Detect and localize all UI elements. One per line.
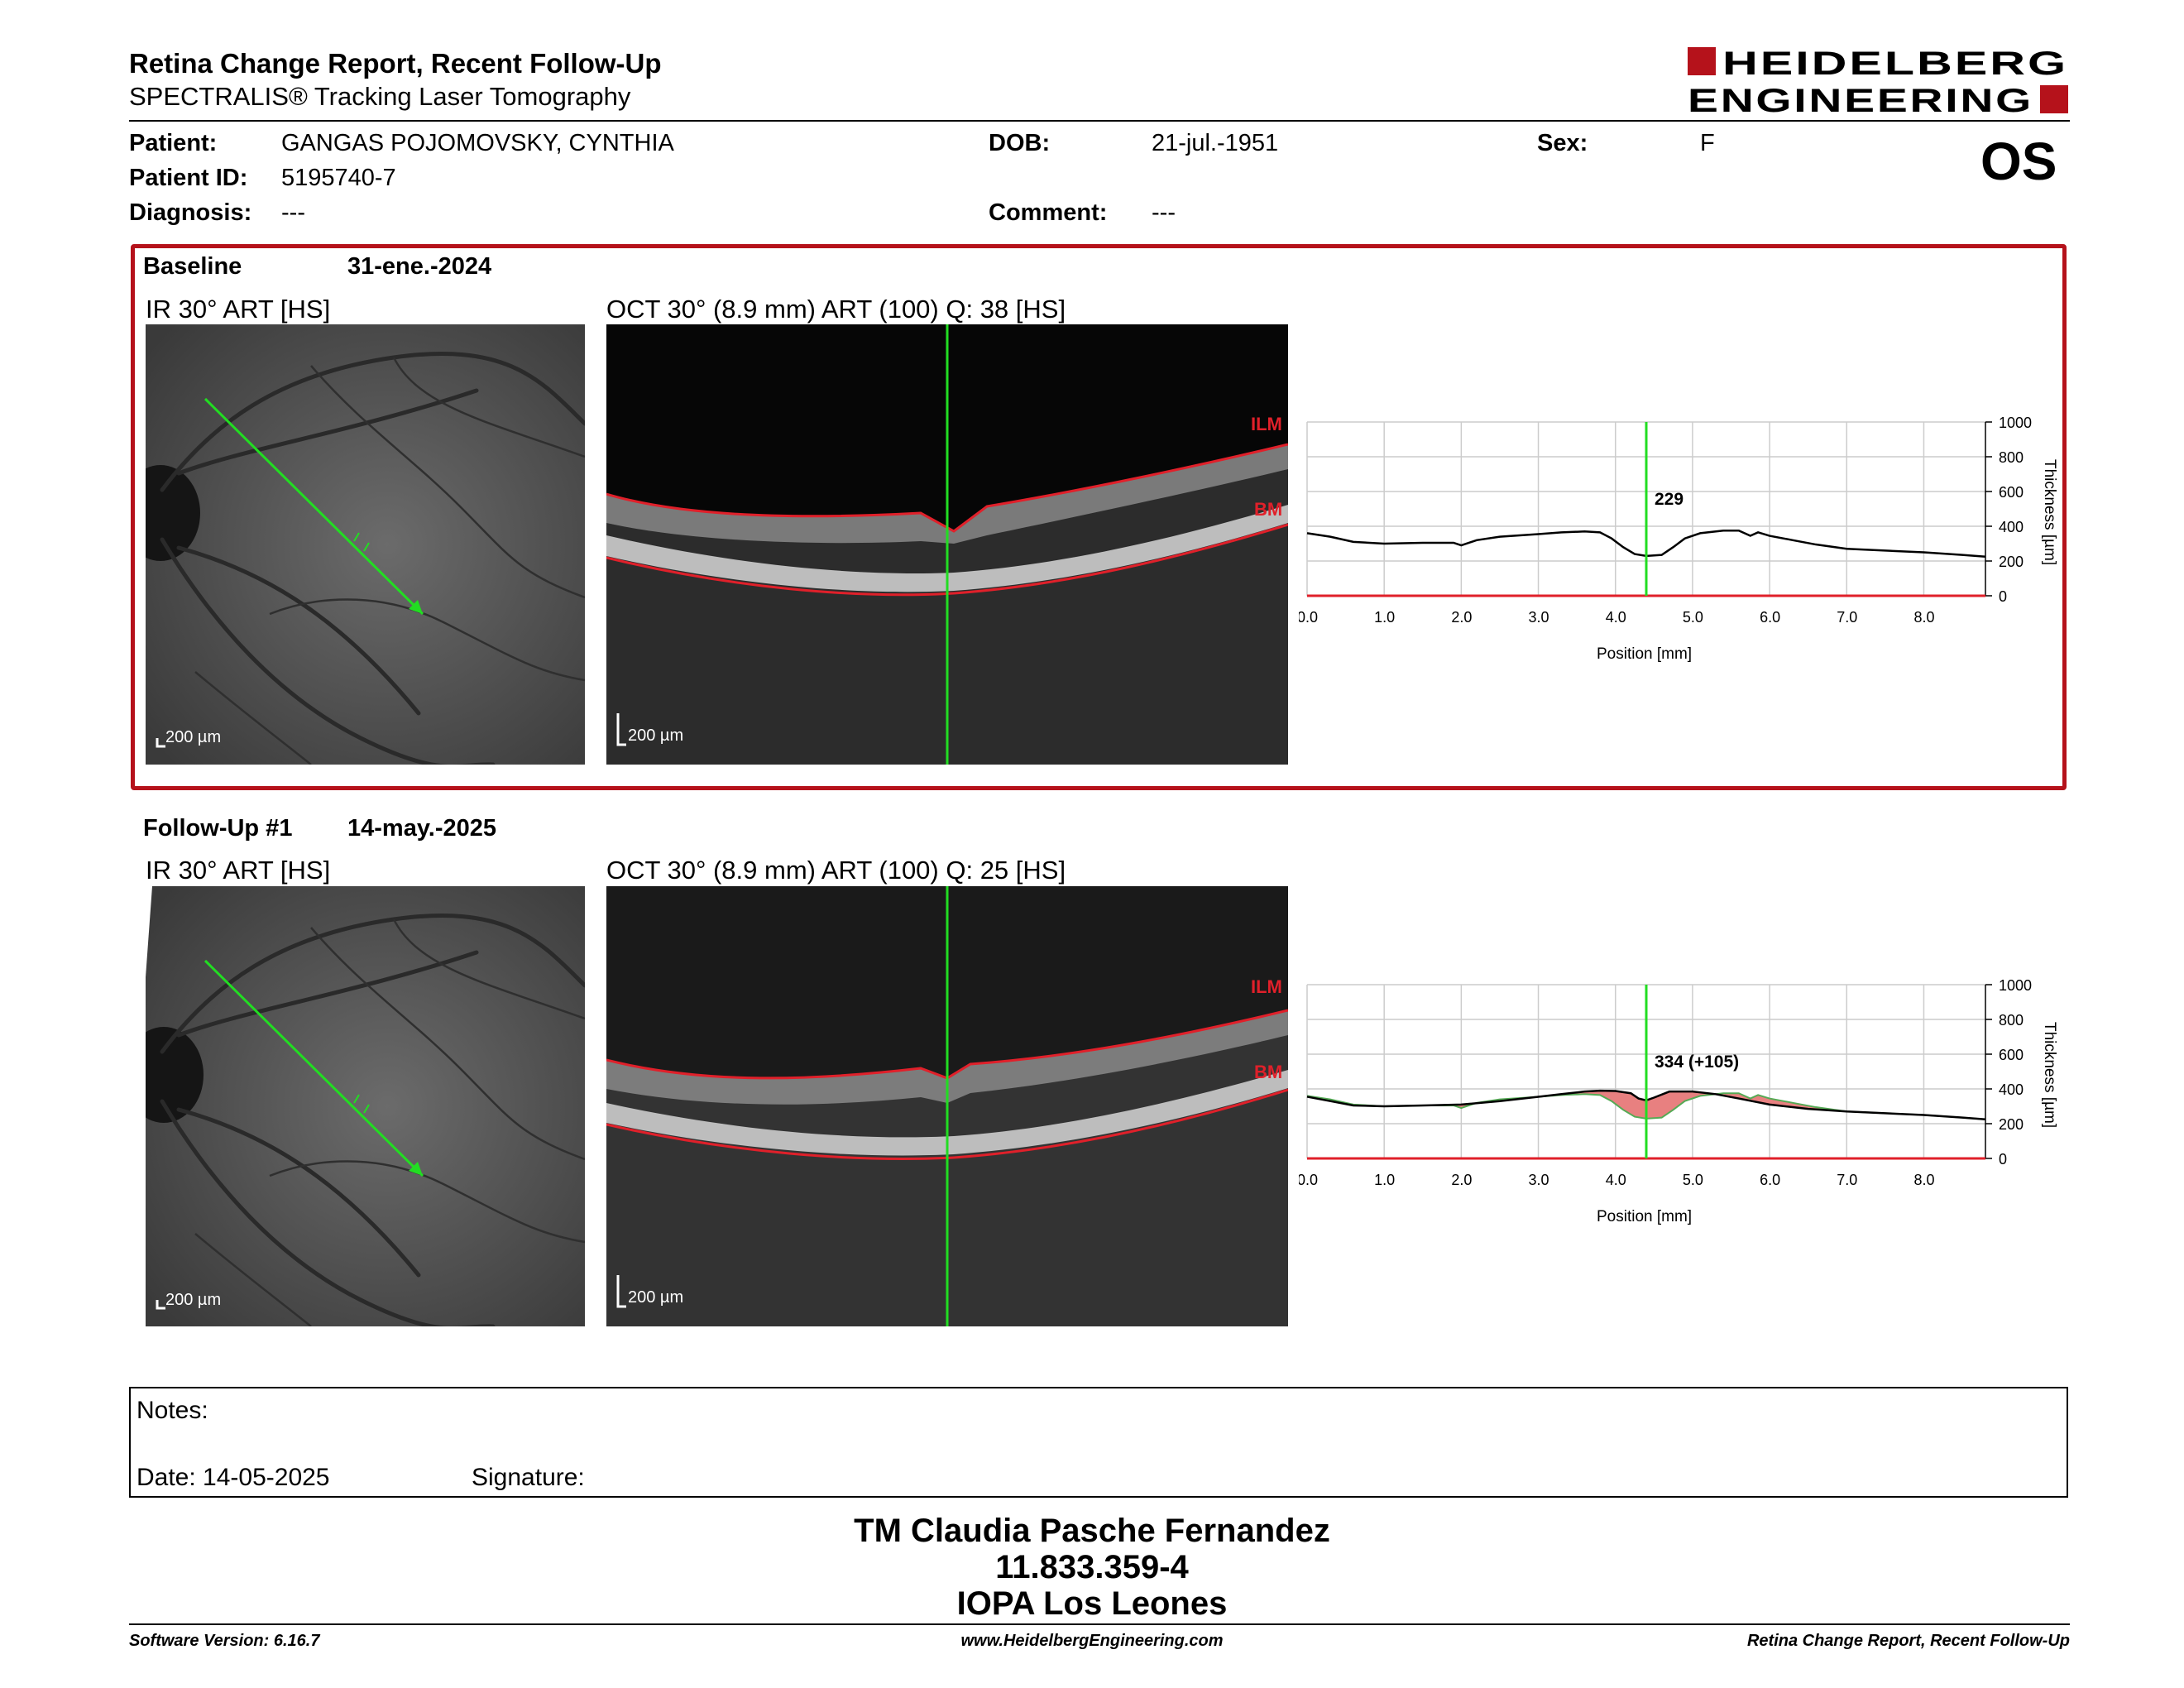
x-tick-label: 4.0 bbox=[1606, 609, 1626, 626]
x-tick-label: 7.0 bbox=[1837, 1172, 1857, 1188]
followup-ir-scale: 200 µm bbox=[165, 1291, 222, 1309]
x-tick-label: 1.0 bbox=[1374, 1172, 1395, 1188]
x-tick-label: 0.0 bbox=[1299, 609, 1318, 626]
sex-label: Sex: bbox=[1537, 130, 1588, 156]
x-tick-label: 3.0 bbox=[1529, 609, 1549, 626]
baseline-label: Baseline bbox=[143, 253, 242, 280]
followup-oct-bscan bbox=[606, 886, 1288, 1326]
signatory-place: IOPA Los Leones bbox=[956, 1585, 1228, 1622]
x-tick-label: 7.0 bbox=[1837, 609, 1857, 626]
x-tick-label: 6.0 bbox=[1760, 1172, 1780, 1188]
baseline-oct-label: OCT 30° (8.9 mm) ART (100) Q: 38 [HS] bbox=[606, 295, 1066, 324]
signatory-id: 11.833.359-4 bbox=[995, 1549, 1189, 1585]
logo-text-1: HEIDELBERG bbox=[1722, 46, 2068, 82]
x-tick-label: 1.0 bbox=[1374, 609, 1395, 626]
baseline-ir-fundus-image bbox=[146, 324, 585, 765]
notes-label: Notes: bbox=[136, 1397, 208, 1424]
heidelberg-logo: HEIDELBERG ENGINEERING bbox=[1688, 46, 2070, 119]
notes-signature-label: Signature: bbox=[472, 1464, 585, 1491]
baseline-oct-bscan bbox=[606, 324, 1288, 765]
x-tick-label: 6.0 bbox=[1760, 609, 1780, 626]
y-tick-label: 800 bbox=[1999, 449, 2024, 466]
website-link[interactable]: www.HeidelbergEngineering.com bbox=[960, 1632, 1224, 1650]
comment-label: Comment: bbox=[989, 199, 1108, 226]
y-tick-label: 600 bbox=[1999, 1047, 2024, 1063]
followup-ir-fundus-image bbox=[146, 886, 585, 1326]
x-tick-label: 8.0 bbox=[1913, 1172, 1934, 1188]
baseline-ilm-label: ILM bbox=[1251, 414, 1282, 434]
cursor-value-label: 334 (+105) bbox=[1655, 1053, 1739, 1072]
y-tick-label: 800 bbox=[1999, 1012, 2024, 1029]
footer-divider bbox=[129, 1623, 2070, 1625]
x-tick-label: 2.0 bbox=[1451, 609, 1472, 626]
sex-value: F bbox=[1700, 130, 1715, 156]
patient-name: GANGAS POJOMOVSKY, CYNTHIA bbox=[281, 130, 674, 156]
followup-date: 14-may.-2025 bbox=[347, 815, 497, 842]
x-tick-label: 5.0 bbox=[1683, 1172, 1703, 1188]
header-divider bbox=[129, 120, 2070, 122]
followup-ilm-label: ILM bbox=[1251, 976, 1282, 997]
y-tick-label: 400 bbox=[1999, 1081, 2024, 1098]
y-tick-label: 0 bbox=[1999, 1151, 2007, 1168]
report-subtitle: SPECTRALIS® Tracking Laser Tomography bbox=[129, 82, 631, 111]
x-tick-label: 0.0 bbox=[1299, 1172, 1318, 1188]
followup-thickness-chart: 0 200 400 600 800 1000 0.0 1.0 2.0 3.0 4.0 5.0 6.0 7.… bbox=[1299, 977, 2058, 1225]
diagnosis-value: --- bbox=[281, 199, 305, 226]
notes-box[interactable]: Notes: Date: 14-05-2025 Signature: bbox=[129, 1387, 2068, 1498]
followup-oct-scale: 200 µm bbox=[628, 1288, 684, 1307]
baseline-panel bbox=[131, 244, 2067, 790]
baseline-thickness-chart: 0 200 400 600 800 1000 0.0 1.0 2.0 3.0 4.0 5.0 6.0 7.… bbox=[1299, 415, 2058, 663]
y-tick-label: 600 bbox=[1999, 484, 2024, 501]
baseline-oct-scale: 200 µm bbox=[628, 727, 684, 745]
notes-date: Date: 14-05-2025 bbox=[136, 1464, 330, 1491]
eye-indicator: OS bbox=[1980, 132, 2057, 191]
baseline-bm-label: BM bbox=[1254, 499, 1283, 520]
thickness-line bbox=[1306, 1089, 1986, 1120]
x-tick-label: 5.0 bbox=[1683, 609, 1703, 626]
followup-ir-label: IR 30° ART [HS] bbox=[146, 856, 331, 885]
comment-value: --- bbox=[1152, 199, 1176, 226]
dob-label: DOB: bbox=[989, 130, 1051, 156]
y-tick-label: 200 bbox=[1999, 554, 2024, 570]
signatory-name: TM Claudia Pasche Fernandez bbox=[854, 1513, 1330, 1549]
x-axis-label: Position [mm] bbox=[1597, 1208, 1692, 1225]
report-title: Retina Change Report, Recent Follow-Up bbox=[129, 48, 662, 79]
x-axis-label: Position [mm] bbox=[1597, 645, 1692, 663]
y-axis-label: Thickness [µm] bbox=[2041, 1022, 2058, 1128]
patient-id: 5195740-7 bbox=[281, 165, 396, 191]
footer-report-name: Retina Change Report, Recent Follow-Up bbox=[1746, 1632, 2070, 1650]
y-axis-label: Thickness [µm] bbox=[2041, 459, 2058, 565]
software-version: Software Version: 6.16.7 bbox=[129, 1632, 320, 1650]
baseline-date: 31-ene.-2024 bbox=[347, 253, 492, 280]
x-tick-label: 4.0 bbox=[1606, 1172, 1626, 1188]
x-tick-label: 8.0 bbox=[1913, 609, 1934, 626]
x-tick-label: 2.0 bbox=[1451, 1172, 1472, 1188]
y-tick-label: 0 bbox=[1999, 588, 2007, 605]
cursor-value-label: 229 bbox=[1655, 490, 1684, 509]
y-tick-label: 1000 bbox=[1999, 415, 2032, 431]
followup-label: Follow-Up #1 bbox=[143, 815, 293, 842]
followup-bm-label: BM bbox=[1254, 1062, 1283, 1082]
diagnosis-label: Diagnosis: bbox=[129, 199, 252, 226]
patient-label: Patient: bbox=[129, 130, 218, 156]
y-tick-label: 1000 bbox=[1999, 977, 2032, 994]
followup-oct-label: OCT 30° (8.9 mm) ART (100) Q: 25 [HS] bbox=[606, 856, 1066, 885]
x-tick-label: 3.0 bbox=[1529, 1172, 1549, 1188]
y-tick-label: 400 bbox=[1999, 519, 2024, 535]
dob-value: 21-jul.-1951 bbox=[1152, 130, 1279, 156]
logo-text-2: ENGINEERING bbox=[1688, 83, 2033, 115]
y-tick-label: 200 bbox=[1999, 1116, 2024, 1133]
baseline-ir-label: IR 30° ART [HS] bbox=[146, 295, 331, 324]
baseline-ir-scale: 200 µm bbox=[165, 728, 222, 746]
patient-id-label: Patient ID: bbox=[129, 165, 248, 191]
